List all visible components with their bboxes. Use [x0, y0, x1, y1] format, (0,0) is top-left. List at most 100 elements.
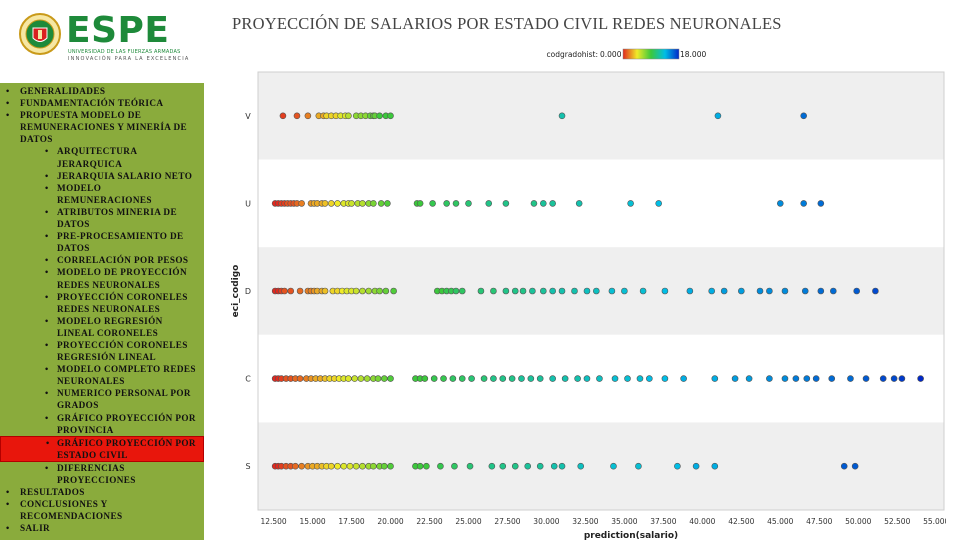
sidebar-item[interactable]: • CONCLUSIONES Y RECOMENDACIONES — [6, 498, 202, 522]
x-tick-label: 50.000 — [845, 517, 871, 526]
y-tick-label: V — [245, 112, 251, 121]
data-point — [661, 375, 669, 382]
data-point — [917, 375, 924, 382]
data-point — [334, 462, 341, 470]
data-point — [571, 287, 578, 295]
sidebar-item-label: CONCLUSIONES Y RECOMENDACIONES — [20, 499, 123, 522]
data-point — [421, 375, 429, 382]
sidebar-item[interactable]: • GENERALIDADES — [6, 85, 202, 97]
data-point — [558, 287, 566, 295]
bullet-icon: • — [45, 388, 49, 399]
data-point — [499, 462, 507, 470]
data-point — [610, 462, 617, 470]
sidebar-item[interactable]: • FUNDAMENTACIÓN TEÓRICA — [6, 97, 202, 109]
sidebar-item[interactable]: • MODELO REMUNERACIONES — [6, 182, 202, 206]
sidebar-item[interactable]: • MODELO DE PROYECCIÓN REDES NEURONALES — [6, 266, 202, 290]
x-tick-label: 42.500 — [728, 517, 754, 526]
bullet-icon: • — [6, 487, 10, 498]
sidebar-item[interactable]: • ARQUITECTURA JERARQUICA — [6, 145, 202, 169]
data-point — [847, 375, 854, 382]
data-point — [380, 462, 388, 470]
data-point — [376, 112, 383, 120]
data-point — [692, 462, 700, 470]
sidebar-item[interactable]: • DIFERENCIAS PROYECCIONES — [6, 462, 202, 486]
sidebar-item[interactable]: • GRÁFICO PROYECCIÓN POR ESTADO CIVIL — [0, 435, 204, 462]
data-point — [800, 200, 807, 207]
sidebar-item-label: SALIR — [20, 523, 51, 534]
legend-color-bar — [622, 48, 680, 60]
data-point — [359, 462, 366, 470]
data-point — [674, 462, 681, 470]
data-point — [708, 287, 715, 295]
data-point — [817, 200, 825, 207]
bullet-icon: • — [45, 170, 49, 181]
x-tick-label: 37.500 — [650, 517, 676, 526]
bullet-icon: • — [45, 231, 49, 242]
data-point — [477, 287, 485, 295]
x-tick-label: 52.500 — [884, 517, 910, 526]
data-point — [583, 375, 591, 382]
sidebar-item-label: GRÁFICO PROYECCIÓN POR ESTADO CIVIL — [57, 437, 196, 460]
data-point — [416, 200, 424, 207]
data-point — [518, 375, 525, 382]
data-point — [376, 287, 383, 295]
x-tick-label: 40.000 — [689, 517, 715, 526]
sidebar-item-label: PROYECCIÓN CORONELES REDES NEURONALES — [57, 291, 188, 314]
sidebar-item[interactable]: • PRE-PROCESAMIENTO DE DATOS — [6, 230, 202, 254]
data-point — [298, 200, 305, 207]
sidebar-item[interactable]: • JERARQUIA SALARIO NETO — [6, 170, 202, 182]
sidebar-item-label: ATRIBUTOS MINERIA DE DATOS — [57, 206, 177, 230]
x-tick-label: 12.500 — [260, 517, 286, 526]
data-point — [738, 287, 745, 295]
data-point — [549, 375, 556, 382]
espe-logo: ESPE UNIVERSIDAD DE LAS FUERZAS ARMADAS … — [18, 10, 218, 62]
sidebar-item[interactable]: • RESULTADOS — [6, 486, 202, 498]
data-point — [502, 287, 510, 295]
sidebar-item-label: DIFERENCIAS PROYECCIONES — [57, 462, 136, 485]
sidebar-item[interactable]: • PROPUESTA MODELO DE REMUNERACIONES Y MI… — [6, 109, 202, 145]
data-point — [879, 375, 887, 382]
data-point — [511, 462, 519, 470]
data-point — [380, 375, 388, 382]
data-point — [387, 112, 394, 120]
data-point — [430, 375, 438, 382]
data-point — [536, 375, 544, 382]
data-point — [655, 200, 662, 207]
sidebar-item-label: MODELO REMUNERACIONES — [57, 182, 152, 205]
bullet-icon: • — [45, 462, 49, 473]
data-point — [304, 112, 312, 120]
sidebar-item[interactable]: • SALIR — [6, 522, 202, 534]
sidebar-item[interactable]: • NUMERICO PERSONAL POR GRADOS — [6, 387, 202, 411]
sidebar-item[interactable]: • MODELO REGRESIÓN LINEAL CORONELES — [6, 315, 202, 339]
data-point — [458, 287, 466, 295]
sidebar-item[interactable]: • ATRIBUTOS MINERIA DE DATOS — [6, 206, 202, 230]
bullet-icon: • — [6, 98, 10, 109]
sidebar-item[interactable]: • PROYECCIÓN CORONELES REGRESIÓN LINEAL — [6, 339, 202, 363]
y-tick-label: U — [245, 199, 251, 208]
data-point — [480, 375, 488, 382]
data-point — [766, 375, 773, 382]
data-point — [714, 112, 722, 120]
sidebar-item[interactable]: • GRÁFICO PROYECCIÓN POR PROVINCIA — [6, 412, 202, 436]
data-point — [711, 462, 719, 470]
bullet-icon: • — [45, 412, 49, 423]
x-tick-label: 30.000 — [533, 517, 559, 526]
x-tick-label: 47.500 — [806, 517, 832, 526]
data-point — [624, 375, 631, 382]
sidebar-item[interactable]: • PROYECCIÓN CORONELES REDES NEURONALES — [6, 291, 202, 315]
data-point — [440, 375, 447, 382]
bullet-icon: • — [45, 206, 49, 217]
sidebar-item[interactable]: • MODELO COMPLETO REDES NEURONALES — [6, 363, 202, 387]
data-point — [756, 287, 764, 295]
data-point — [530, 200, 538, 207]
data-point — [365, 287, 372, 295]
data-point — [449, 375, 457, 382]
data-point — [611, 375, 619, 382]
sidebar-item-label: GENERALIDADES — [20, 86, 106, 96]
sidebar-item-label: CORRELACIÓN POR PESOS — [57, 255, 189, 266]
data-point — [720, 287, 728, 295]
data-point — [485, 200, 493, 207]
bullet-icon: • — [46, 437, 50, 448]
sidebar-item[interactable]: • CORRELACIÓN POR PESOS — [6, 254, 202, 266]
